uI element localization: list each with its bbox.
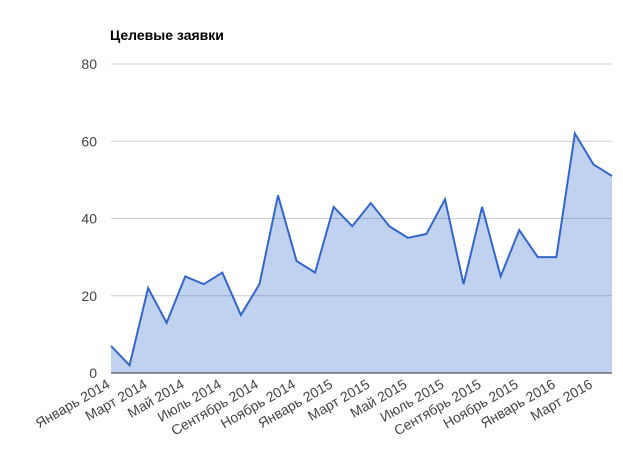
y-tick-label: 0 xyxy=(89,365,97,381)
y-tick-label: 80 xyxy=(81,56,97,72)
y-tick-label: 60 xyxy=(81,133,97,149)
chart-title: Целевые заявки xyxy=(110,27,224,43)
y-tick-label: 40 xyxy=(81,211,97,227)
y-tick-label: 20 xyxy=(81,288,97,304)
area xyxy=(111,133,612,373)
line xyxy=(110,130,613,368)
